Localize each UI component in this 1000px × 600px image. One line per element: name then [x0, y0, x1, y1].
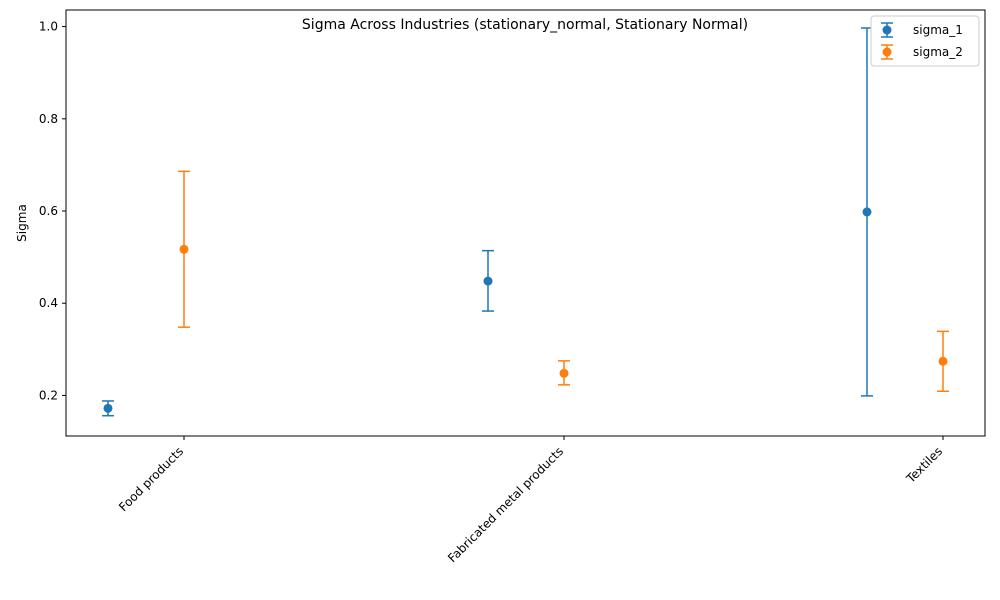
data-point	[179, 244, 189, 254]
y-tick-label: 1.0	[39, 20, 58, 34]
legend: sigma_1 sigma_2	[870, 15, 980, 67]
series-sigma_2	[178, 170, 949, 393]
chart-title: Sigma Across Industries (stationary_norm…	[302, 17, 748, 33]
data-point	[938, 356, 948, 366]
data-point	[103, 403, 113, 413]
y-tick-label: 0.4	[39, 296, 58, 310]
legend-label: sigma_1	[913, 23, 963, 37]
y-axis-label: Sigma	[15, 204, 29, 242]
legend-entry-sigma_1: sigma_1	[881, 22, 963, 38]
legend-marker-point	[882, 25, 892, 35]
series-sigma_1	[102, 27, 873, 417]
data-point	[483, 276, 493, 286]
axes-frame	[65, 9, 986, 437]
y-tick-label: 0.6	[39, 204, 58, 218]
data-point	[862, 207, 872, 217]
legend-entry-sigma_2: sigma_2	[881, 44, 963, 60]
data-point	[559, 368, 569, 378]
y-tick-label: 0.2	[39, 388, 58, 402]
legend-marker-point	[882, 47, 892, 57]
legend-label: sigma_2	[913, 45, 963, 59]
legend-frame	[870, 15, 980, 67]
y-tick-label: 0.8	[39, 112, 58, 126]
